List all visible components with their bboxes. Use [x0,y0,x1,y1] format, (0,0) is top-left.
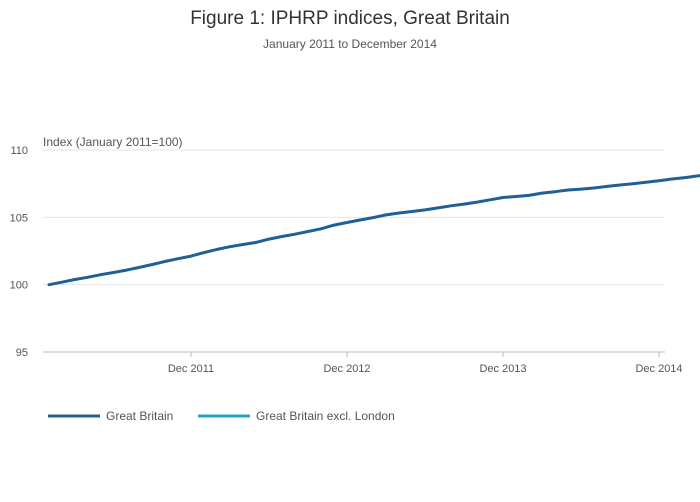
y-tick-label: 100 [10,280,28,292]
x-tick-label: Dec 2011 [168,363,214,375]
y-tick-label: 110 [10,145,28,157]
x-axis: Dec 2011 Dec 2012 Dec 2013 Dec 2014 [168,352,683,375]
legend-label-great-britain-excl-london: Great Britain excl. London [256,409,395,423]
legend-label-great-britain: Great Britain [106,409,173,423]
series-layer [47,168,700,287]
y-axis-title: Index (January 2011=100) [43,135,183,149]
series-line-0[interactable] [47,168,700,287]
legend-entry-great-britain-excl-london[interactable]: Great Britain excl. London [198,409,395,423]
chart-subtitle: January 2011 to December 2014 [263,37,437,51]
y-tick-label: 95 [16,347,28,359]
x-tick-label: Dec 2013 [479,363,526,375]
x-tick-label: Dec 2012 [323,363,370,375]
chart-title: Figure 1: IPHRP indices, Great Britain [190,8,510,29]
legend: Great Britain Great Britain excl. London [48,409,395,423]
legend-entry-great-britain[interactable]: Great Britain [48,409,173,423]
y-tick-label: 105 [10,212,28,224]
x-tick-label: Dec 2014 [635,363,682,375]
gridlines [43,149,665,353]
y-axis: 95 100 105 110 [10,145,28,359]
